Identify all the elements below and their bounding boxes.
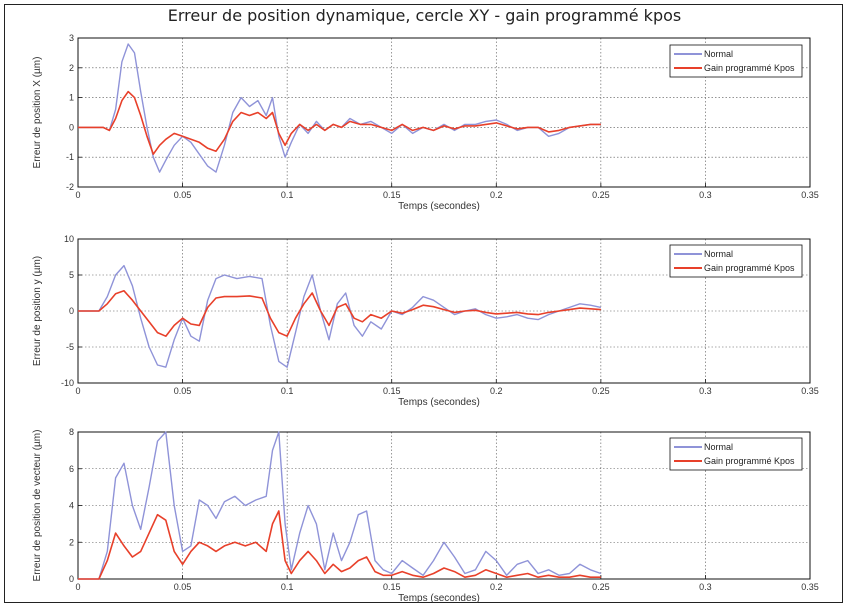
x-tick-label: 0.15 [383, 582, 401, 592]
chart-panel-3: 0 0.05 0.1 0.15 0.2 0.25 0.3 0.35 0 2 4 6 8 Temps (se… [32, 427, 819, 604]
x-tick-label: 0.2 [490, 190, 503, 200]
legend-box [669, 244, 803, 278]
y-axis-label: Erreur de position y (µm) [32, 256, 43, 366]
y-tick-label: 8 [69, 427, 74, 437]
x-tick-label: 0.05 [174, 582, 192, 592]
y-tick-label: 0 [69, 306, 74, 316]
legend-box [669, 44, 803, 78]
figure-frame [4, 4, 843, 603]
chart-panel-1: 0 0.05 0.1 0.15 0.2 0.25 0.3 0.35 -2 -1 0 1 2 3 Temps … [32, 33, 819, 212]
x-tick-label: 0 [75, 386, 80, 396]
x-axis-label: Temps (secondes) [398, 397, 480, 408]
legend: Normal Gain programmé Kpos [669, 437, 803, 471]
x-tick-label: 0.1 [281, 190, 294, 200]
legend-label-kpos: Gain programmé Kpos [704, 263, 795, 273]
x-tick-label: 0.35 [801, 582, 819, 592]
y-tick-label: -2 [66, 182, 74, 192]
x-tick-label: 0.05 [174, 190, 192, 200]
x-tick-label: 0.35 [801, 386, 819, 396]
x-axis-label: Temps (secondes) [398, 593, 480, 604]
x-axis-label: Temps (secondes) [398, 201, 480, 212]
legend-box [669, 437, 803, 471]
y-tick-label: 2 [69, 537, 74, 547]
y-tick-label: 0 [69, 122, 74, 132]
y-tick-label: 6 [69, 464, 74, 474]
series-line-normal [78, 264, 602, 368]
x-tick-label: 0.05 [174, 386, 192, 396]
x-tick-label: 0.2 [490, 386, 503, 396]
x-tick-label: 0.3 [699, 582, 712, 592]
x-tick-label: 0.2 [490, 582, 503, 592]
legend: Normal Gain programmé Kpos [669, 244, 803, 278]
y-tick-label: 2 [69, 63, 74, 73]
legend-label-kpos: Gain programmé Kpos [704, 456, 795, 466]
x-tick-label: 0.1 [281, 386, 294, 396]
series-line-kpos [78, 90, 601, 155]
series-line-normal [78, 431, 602, 580]
series-line-kpos [78, 510, 601, 580]
y-tick-label: 3 [69, 33, 74, 43]
y-tick-label: 10 [64, 234, 74, 244]
y-tick-label: 4 [69, 501, 74, 511]
x-tick-label: 0.1 [281, 582, 294, 592]
x-tick-label: 0.3 [699, 386, 712, 396]
x-tick-label: 0 [75, 190, 80, 200]
x-tick-label: 0.15 [383, 190, 401, 200]
chart-panel-2: 0 0.05 0.1 0.15 0.2 0.25 0.3 0.35 -10 -5 0 5 10 Temps… [32, 234, 819, 408]
y-tick-label: 5 [69, 270, 74, 280]
legend-label-normal: Normal [704, 49, 733, 59]
x-tick-label: 0.3 [699, 190, 712, 200]
series-line-kpos [78, 289, 601, 338]
x-tick-label: 0.25 [592, 190, 610, 200]
y-tick-label: 1 [69, 93, 74, 103]
legend-label-kpos: Gain programmé Kpos [704, 63, 795, 73]
plot-area [77, 37, 811, 188]
y-tick-label: -10 [61, 378, 74, 388]
x-tick-label: 0.15 [383, 386, 401, 396]
y-tick-label: 0 [69, 574, 74, 584]
y-axis-label: Erreur de position X (µm) [32, 57, 43, 169]
x-tick-label: 0.25 [592, 386, 610, 396]
figure-title: Erreur de position dynamique, cercle XY … [167, 6, 682, 25]
legend-label-normal: Normal [704, 249, 733, 259]
legend-label-normal: Normal [704, 442, 733, 452]
x-tick-label: 0.25 [592, 582, 610, 592]
x-tick-label: 0 [75, 582, 80, 592]
x-tick-label: 0.35 [801, 190, 819, 200]
y-tick-label: -5 [66, 342, 74, 352]
series-line-normal [78, 43, 601, 173]
y-tick-label: -1 [66, 152, 74, 162]
legend: Normal Gain programmé Kpos [669, 44, 803, 78]
y-axis-label: Erreur de position de vecteur (µm) [32, 430, 43, 582]
